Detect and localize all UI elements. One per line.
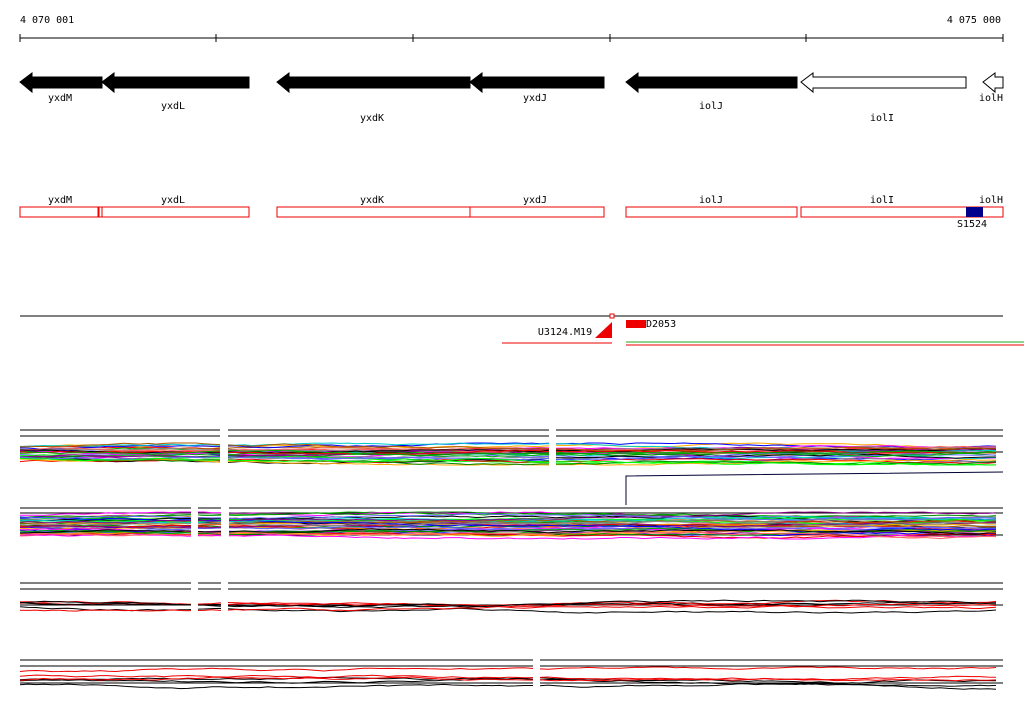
track-trace [19,531,997,539]
feature-label: yxdK [360,195,384,206]
track-trace [625,471,1004,505]
track-trace [19,603,997,612]
feature-label: iolI [870,195,894,206]
feature-box [19,206,99,218]
feature-label: yxdL [161,195,185,206]
track-trace [19,454,997,466]
feature-box [276,206,471,218]
track-trace [19,674,997,682]
track-gap [191,506,198,542]
track-trace [19,533,997,540]
track-trace [19,599,997,608]
feature-label: yxdM [48,195,72,206]
feature-box [98,206,103,218]
track-trace [19,682,997,690]
probe-mark [595,322,612,338]
gene-label: iolJ [699,101,723,112]
gene-label: yxdK [360,113,384,124]
track-trace [19,675,997,682]
track-trace [19,516,997,527]
feature-box [101,206,250,218]
probe-mark [609,313,615,319]
gene-label: yxdJ [523,93,547,104]
track-gap [533,658,540,695]
feature-label: iolH [979,195,1003,206]
gene-label: iolH [979,93,1003,104]
gene-arrow [469,72,605,94]
track-trace [19,514,997,523]
track-gap [549,428,556,468]
track-trace [19,518,997,524]
probe-label: U3124.M19 [538,327,592,338]
track-trace [19,458,997,466]
gene-arrow [101,72,250,94]
gene-arrow [982,72,1004,94]
track-gap [220,428,228,468]
track-gap [221,581,228,616]
track-trace [19,513,997,521]
feature-tag: S1524 [957,219,987,230]
feature-box [625,206,798,218]
gene-arrow [800,72,967,94]
track-trace [19,457,996,466]
track-trace [19,442,997,452]
track-trace [19,511,997,520]
probe-mark [626,320,646,328]
track-trace [19,606,997,614]
track-trace [19,528,996,535]
gene-label: iolI [870,113,894,124]
track-trace [19,449,997,458]
gene-arrow [625,72,798,94]
track-gap [221,506,229,542]
probe-label: D2053 [646,319,676,330]
track-trace [19,529,997,537]
track-trace [20,511,997,521]
gene-arrow [276,72,471,94]
track-trace [19,666,997,673]
track-trace [19,530,997,538]
gene-label: yxdL [161,101,185,112]
track-trace [19,677,997,690]
track-trace [19,449,997,455]
feature-label: iolJ [699,195,723,206]
track-gap [191,581,198,616]
gene-arrow [19,72,103,94]
feature-box [469,206,605,218]
ruler-end: 4 075 000 [947,15,1001,26]
gene-label: yxdM [48,93,72,104]
track-trace [19,511,997,524]
ruler-start: 4 070 001 [20,15,74,26]
track-trace [19,450,997,458]
track-trace [19,442,997,450]
feature-label: yxdJ [523,195,547,206]
feature-tag-box [966,207,983,217]
feature-box [800,206,1004,218]
